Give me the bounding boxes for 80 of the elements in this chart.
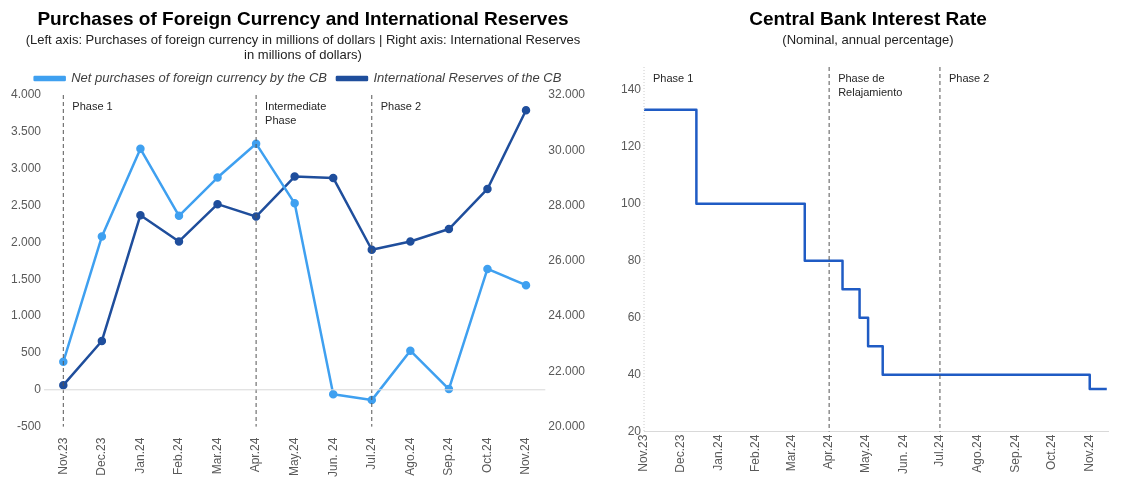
point (483, 184, 492, 194)
x-tick-label: Jan.24 (132, 437, 147, 474)
legend-label: Net purchases of foreign currency by the CB (71, 70, 328, 86)
point (213, 199, 222, 209)
x-tick-label: Jul.24 (364, 437, 379, 470)
x-tick-label: Nov.24 (518, 437, 533, 475)
y-tick-label: 100 (620, 196, 642, 211)
x-tick-label: Nov.23 (55, 437, 70, 475)
x-tick-label: Feb.24 (171, 437, 186, 475)
point (521, 105, 531, 115)
point (406, 346, 415, 355)
ref-line-label: Phase 1 (653, 71, 694, 84)
point (521, 280, 531, 290)
x-tick-label: Jun. 24 (895, 434, 910, 475)
x-tick-label: Feb.24 (748, 434, 763, 472)
x-tick-label: Dec.23 (672, 434, 687, 473)
x-tick-label: Oct.24 (479, 437, 494, 473)
ref-line-label: Intermediate Phase (265, 99, 327, 126)
y-tick-label: 0 (34, 382, 42, 397)
chart-title: Central Bank Interest Rate (749, 8, 987, 30)
ref-line-label: Phase 2 (380, 99, 422, 112)
x-tick-label: Ago.24 (402, 437, 417, 476)
x-tick-label: Mar.24 (209, 437, 224, 475)
point (444, 224, 454, 234)
point (328, 389, 338, 399)
x-tick-label: Apr.24 (821, 434, 836, 470)
y2-tick-label: 32.000 (548, 87, 586, 102)
chart-subtitle: (Left axis: Purchases of foreign currency in millions of dollars | Right axis: International Reserves in millions of dollars) (24, 32, 582, 62)
ref-line-label: Phase de Relajamiento (838, 71, 903, 98)
y2-tick-label: 30.000 (548, 142, 586, 157)
x-tick-label: Dec.23 (94, 437, 109, 476)
chart-subtitle: (Nominal, annual percentage) (781, 32, 955, 47)
y-tick-label: 60 (627, 310, 642, 324)
x-tick-label: Jun. 24 (325, 437, 340, 478)
y-tick-label: 2.500 (11, 197, 42, 212)
y-tick-label: 2.000 (11, 234, 42, 249)
x-tick-label: Nov.24 (1082, 434, 1097, 472)
point (97, 336, 107, 346)
x-tick-label: Oct.24 (1044, 434, 1059, 470)
x-tick-label: Nov.23 (636, 434, 651, 472)
x-tick-label: May.24 (857, 434, 872, 474)
legend-label: International Reserves of the CB (373, 70, 562, 86)
x-tick-label: Apr.24 (248, 437, 263, 473)
y-tick-label: 80 (627, 253, 642, 268)
y2-tick-label: 28.000 (548, 197, 586, 212)
x-tick-label: Jul.24 (932, 434, 947, 467)
y2-tick-label: 20.000 (548, 418, 586, 433)
point (483, 264, 492, 274)
x-tick-label: Mar.24 (783, 434, 798, 472)
y2-tick-label: 26.000 (548, 253, 586, 268)
y-tick-label: 40 (627, 366, 642, 381)
point (97, 232, 107, 241)
y2-tick-label: 22.000 (548, 363, 586, 378)
y-tick-label: 1.500 (11, 271, 42, 286)
y-tick-label: 500 (21, 345, 42, 360)
y-tick-label: 140 (620, 82, 642, 97)
point (290, 199, 299, 208)
point (406, 237, 415, 246)
x-tick-label: Jan.24 (710, 434, 725, 471)
point (328, 173, 338, 183)
point (174, 211, 184, 221)
y-tick-label: 120 (620, 139, 642, 154)
y-tick-label: -500 (17, 418, 42, 433)
point (136, 144, 145, 154)
x-tick-label: Sep.24 (441, 437, 456, 476)
ref-line-label: Phase 1 (72, 99, 113, 112)
y-tick-label: 4.000 (11, 87, 42, 102)
x-tick-label: May.24 (286, 437, 301, 477)
y-tick-label: 3.000 (11, 161, 42, 176)
ref-line-label: Phase 2 (948, 71, 990, 84)
x-tick-label: Ago.24 (970, 434, 985, 473)
y-tick-label: 3.500 (11, 124, 42, 139)
y-tick-label: 1.000 (11, 308, 42, 323)
point (174, 237, 184, 246)
point (213, 173, 222, 182)
y2-tick-label: 24.000 (548, 308, 586, 323)
point (290, 172, 299, 181)
point (136, 210, 145, 220)
chart-title: Purchases of Foreign Currency and International Reserves (37, 8, 569, 30)
x-tick-label: Sep.24 (1007, 434, 1022, 473)
